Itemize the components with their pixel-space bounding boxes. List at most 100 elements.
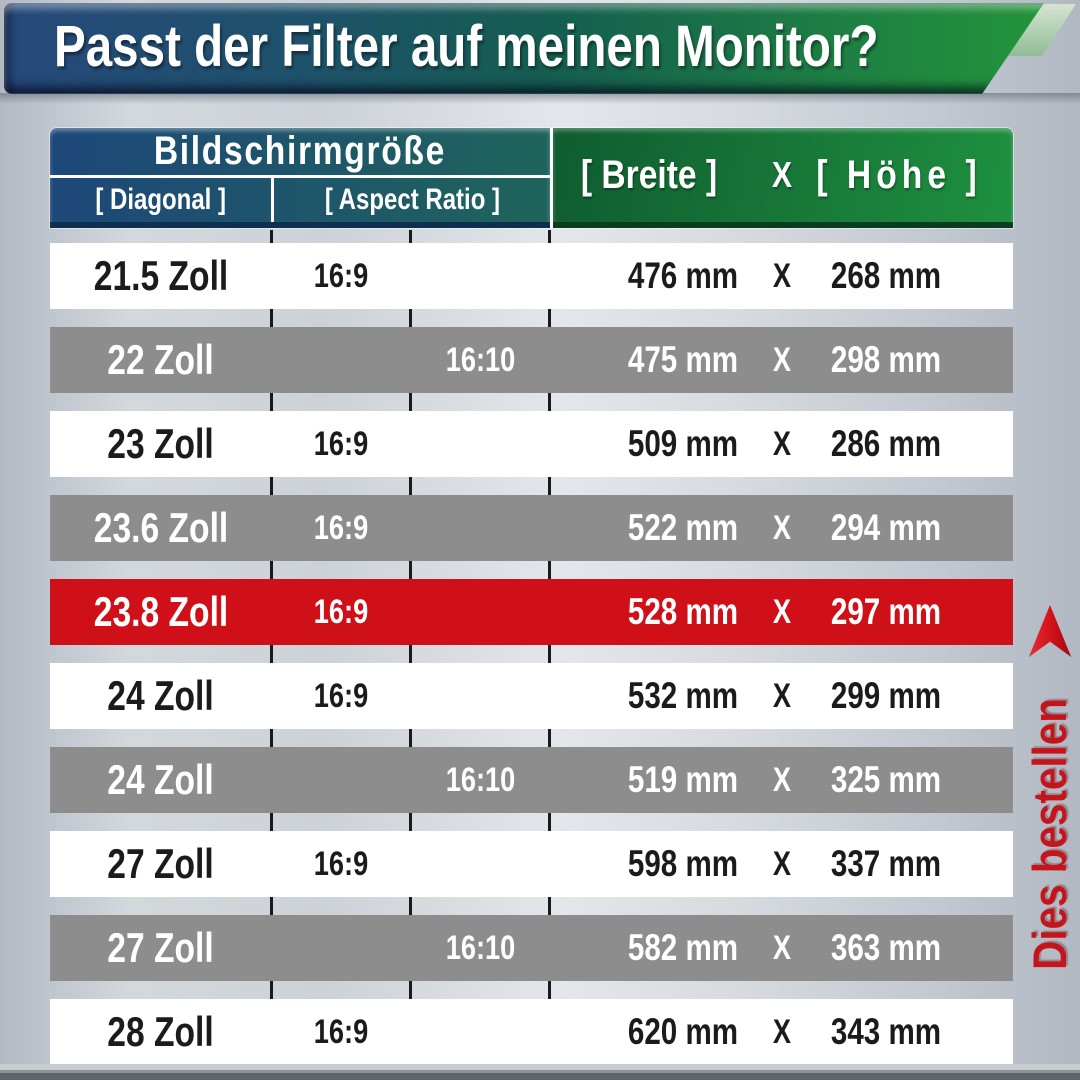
- column-header-hoehe: [ Höhe ]: [816, 153, 982, 197]
- cell-aspect-16-10: [411, 1013, 550, 1052]
- cell-x-separator: X: [772, 1013, 792, 1051]
- cell-dimensions: 519 mm X 325 mm: [550, 747, 1013, 813]
- column-header-breite: [ Breite ]: [580, 153, 718, 197]
- cell-dimensions: 528 mm X 297 mm: [550, 579, 1013, 645]
- grid-line-1: [270, 230, 273, 1066]
- cell-height-value: 297 mm: [830, 591, 942, 632]
- cell-height-value: 363 mm: [830, 927, 942, 968]
- cell-diagonal: 23.8 Zoll: [93, 588, 229, 635]
- cell-diagonal: 27 Zoll: [107, 840, 215, 887]
- cell-aspect-16-9: [272, 929, 411, 968]
- cell-aspect-16-10: [411, 845, 550, 884]
- cell-dimensions: 522 mm X 294 mm: [550, 495, 1013, 561]
- cell-aspect-16-9: 16:9: [314, 844, 369, 883]
- cell-dimensions: 476 mm X 268 mm: [550, 243, 1013, 309]
- table-row: 27 Zoll 16:9 598 mm X 337 mm: [50, 831, 1013, 897]
- cell-diagonal: 22 Zoll: [107, 336, 215, 383]
- cell-dimensions: 620 mm X 343 mm: [550, 999, 1013, 1065]
- header-subrow: [ Diagonal ] [ Aspect Ratio ]: [50, 178, 550, 222]
- cell-aspect-16-10: 16:10: [445, 760, 516, 799]
- bottom-strip-dark: [0, 1073, 1080, 1080]
- cell-height-value: 325 mm: [830, 759, 942, 800]
- table-row: 28 Zoll 16:9 620 mm X 343 mm: [50, 999, 1013, 1065]
- bottom-strip-light: [0, 1064, 1080, 1070]
- cell-height-value: 299 mm: [830, 675, 942, 716]
- cell-aspect-16-10: [411, 425, 550, 464]
- cell-aspect-16-9: 16:9: [314, 1012, 369, 1051]
- cell-width-value: 476 mm: [627, 255, 739, 296]
- cell-diagonal: 24 Zoll: [107, 672, 215, 719]
- cell-height-value: 298 mm: [830, 339, 942, 380]
- cell-width-value: 509 mm: [627, 423, 739, 464]
- cell-width-value: 582 mm: [627, 927, 739, 968]
- cell-aspect-16-10: [411, 593, 550, 632]
- cell-height-value: 268 mm: [830, 255, 942, 296]
- cell-diagonal: 24 Zoll: [107, 756, 215, 803]
- cell-width-value: 528 mm: [627, 591, 739, 632]
- cell-width-value: 475 mm: [627, 339, 739, 380]
- cell-width-value: 620 mm: [627, 1011, 739, 1052]
- cell-diagonal: 21.5 Zoll: [93, 252, 229, 299]
- column-header-diagonal: [ Diagonal ]: [95, 183, 226, 216]
- cell-height-value: 286 mm: [830, 423, 942, 464]
- bottom-strip-mid: [0, 1070, 1080, 1073]
- table-row: 22 Zoll 16:10 475 mm X 298 mm: [50, 327, 1013, 393]
- column-header-x-separator: X: [771, 154, 793, 195]
- column-header-aspect-ratio: [ Aspect Ratio ]: [324, 183, 500, 216]
- cell-diagonal: 27 Zoll: [107, 924, 215, 971]
- table-header-screen-size: Bildschirmgröße [ Diagonal ] [ Aspect Ra…: [50, 128, 550, 228]
- cell-width-value: 598 mm: [627, 843, 739, 884]
- cell-aspect-16-10: 16:10: [445, 340, 516, 379]
- cell-aspect-16-10: [411, 677, 550, 716]
- table-row: 21.5 Zoll 16:9 476 mm X 268 mm: [50, 243, 1013, 309]
- banner-drop-shadow: [0, 93, 1080, 104]
- cell-dimensions: 582 mm X 363 mm: [550, 915, 1013, 981]
- order-this-label: Dies bestellen: [1023, 698, 1076, 970]
- cell-aspect-16-9: 16:9: [314, 508, 369, 547]
- title-banner: Passt der Filter auf meinen Monitor?: [4, 3, 1044, 94]
- table-row: 24 Zoll 16:10 519 mm X 325 mm: [50, 747, 1013, 813]
- cell-x-separator: X: [772, 845, 792, 883]
- cell-x-separator: X: [772, 341, 792, 379]
- header-divider-line: [50, 175, 550, 178]
- grid-line-2: [409, 230, 412, 1066]
- cell-diagonal: 28 Zoll: [107, 1008, 215, 1055]
- cell-aspect-16-9: 16:9: [314, 676, 369, 715]
- cell-aspect-16-9: 16:9: [314, 256, 369, 295]
- cell-x-separator: X: [772, 425, 792, 463]
- cell-x-separator: X: [772, 257, 792, 295]
- header-group-label: Bildschirmgröße: [153, 129, 447, 173]
- cell-height-value: 294 mm: [830, 507, 942, 548]
- cell-aspect-16-9: [272, 761, 411, 800]
- cell-aspect-16-9: 16:9: [314, 592, 369, 631]
- up-arrowhead-icon: [1028, 604, 1072, 658]
- table-row: 27 Zoll 16:10 582 mm X 363 mm: [50, 915, 1013, 981]
- cell-aspect-16-10: [411, 509, 550, 548]
- grid-line-3: [548, 230, 551, 1066]
- cell-diagonal: 23.6 Zoll: [93, 504, 229, 551]
- table-row: 23.6 Zoll 16:9 522 mm X 294 mm: [50, 495, 1013, 561]
- cell-diagonal: 23 Zoll: [107, 420, 215, 467]
- table-row: 23 Zoll 16:9 509 mm X 286 mm: [50, 411, 1013, 477]
- table-header-dimensions: [ Breite ] X [ Höhe ]: [553, 128, 1013, 228]
- table-row: 24 Zoll 16:9 532 mm X 299 mm: [50, 663, 1013, 729]
- cell-aspect-16-10: [411, 257, 550, 296]
- cell-x-separator: X: [772, 761, 792, 799]
- cell-aspect-16-9: 16:9: [314, 424, 369, 463]
- cell-x-separator: X: [772, 677, 792, 715]
- header-subcolumn-divider: [271, 178, 274, 222]
- cell-width-value: 522 mm: [627, 507, 739, 548]
- header-section-divider: [550, 128, 553, 228]
- cell-width-value: 532 mm: [627, 675, 739, 716]
- cell-x-separator: X: [772, 929, 792, 967]
- cell-dimensions: 532 mm X 299 mm: [550, 663, 1013, 729]
- cell-x-separator: X: [772, 593, 792, 631]
- table-row: 23.8 Zoll 16:9 528 mm X 297 mm: [50, 579, 1013, 645]
- cell-x-separator: X: [772, 509, 792, 547]
- cell-height-value: 337 mm: [830, 843, 942, 884]
- cell-dimensions: 598 mm X 337 mm: [550, 831, 1013, 897]
- cell-width-value: 519 mm: [627, 759, 739, 800]
- cell-aspect-16-10: 16:10: [445, 928, 516, 967]
- cell-height-value: 343 mm: [830, 1011, 942, 1052]
